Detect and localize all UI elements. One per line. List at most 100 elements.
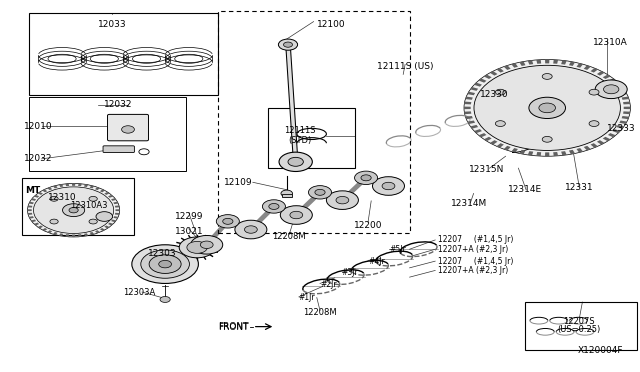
Circle shape: [96, 212, 113, 221]
Polygon shape: [47, 230, 52, 233]
Bar: [22, 178, 134, 235]
Polygon shape: [28, 205, 33, 208]
Polygon shape: [470, 125, 478, 129]
Polygon shape: [520, 61, 525, 66]
Polygon shape: [608, 78, 616, 83]
Polygon shape: [95, 230, 100, 233]
Polygon shape: [100, 228, 105, 231]
Text: 12010: 12010: [24, 122, 53, 131]
Polygon shape: [623, 102, 630, 105]
Text: 12314M: 12314M: [451, 199, 487, 208]
Polygon shape: [31, 198, 36, 201]
Circle shape: [89, 196, 97, 201]
Circle shape: [464, 60, 630, 156]
Polygon shape: [474, 129, 482, 133]
Circle shape: [595, 80, 627, 99]
Text: 12310A: 12310A: [593, 38, 627, 47]
Text: #2Jr: #2Jr: [320, 280, 337, 289]
Polygon shape: [497, 68, 504, 73]
Circle shape: [495, 89, 506, 95]
Polygon shape: [108, 222, 113, 225]
Polygon shape: [115, 209, 120, 211]
Polygon shape: [53, 232, 58, 235]
Circle shape: [160, 296, 170, 302]
Polygon shape: [470, 87, 478, 91]
Circle shape: [141, 250, 189, 278]
Bar: [29, 97, 186, 171]
Bar: [525, 302, 637, 350]
Polygon shape: [612, 129, 620, 133]
Circle shape: [474, 65, 620, 150]
Polygon shape: [42, 228, 47, 231]
Polygon shape: [47, 187, 52, 190]
Text: (US=0.25): (US=0.25): [557, 325, 601, 334]
Circle shape: [269, 203, 279, 209]
Circle shape: [262, 200, 285, 213]
Circle shape: [28, 183, 120, 237]
Bar: [282, 194, 292, 197]
Circle shape: [284, 42, 292, 47]
Polygon shape: [603, 137, 611, 141]
Text: 12207     (#1,4,5 Jr): 12207 (#1,4,5 Jr): [438, 257, 514, 266]
Polygon shape: [504, 146, 511, 150]
Text: MT: MT: [26, 186, 41, 195]
Circle shape: [539, 103, 556, 113]
Text: 12314E: 12314E: [508, 185, 542, 194]
Polygon shape: [577, 148, 583, 153]
Circle shape: [315, 189, 325, 195]
Text: 12207+A (#2,3 Jr): 12207+A (#2,3 Jr): [438, 245, 509, 254]
Polygon shape: [467, 121, 475, 124]
Circle shape: [179, 237, 215, 258]
Polygon shape: [29, 216, 34, 219]
Text: 12207     (#1,4,5 Jr): 12207 (#1,4,5 Jr): [438, 235, 514, 244]
FancyBboxPatch shape: [103, 146, 134, 153]
Polygon shape: [553, 152, 558, 156]
Text: 12303A: 12303A: [124, 288, 156, 296]
Text: 12299: 12299: [175, 212, 203, 221]
Polygon shape: [108, 195, 113, 198]
Polygon shape: [520, 150, 525, 154]
Text: 12032: 12032: [104, 100, 132, 109]
Text: 12207S: 12207S: [563, 317, 595, 326]
Circle shape: [281, 190, 292, 197]
Polygon shape: [90, 185, 94, 188]
Polygon shape: [464, 111, 471, 114]
Circle shape: [159, 260, 172, 268]
Circle shape: [122, 126, 134, 133]
Text: 12333: 12333: [607, 124, 635, 133]
Bar: [268, 108, 355, 168]
Polygon shape: [28, 213, 33, 215]
Polygon shape: [484, 75, 492, 79]
Text: X120004F: X120004F: [577, 346, 623, 355]
Circle shape: [149, 255, 181, 273]
Polygon shape: [623, 111, 630, 114]
Polygon shape: [584, 146, 591, 150]
Polygon shape: [536, 152, 541, 156]
Polygon shape: [104, 192, 109, 195]
Polygon shape: [59, 184, 63, 187]
Circle shape: [355, 171, 378, 185]
Polygon shape: [90, 232, 94, 235]
Polygon shape: [78, 183, 82, 186]
Circle shape: [336, 196, 349, 204]
Circle shape: [279, 152, 312, 171]
Polygon shape: [511, 63, 518, 68]
Circle shape: [542, 137, 552, 142]
Polygon shape: [65, 183, 69, 186]
Text: 12111S
(STD): 12111S (STD): [284, 126, 316, 145]
Circle shape: [187, 241, 207, 253]
Polygon shape: [34, 222, 39, 225]
Polygon shape: [72, 234, 76, 237]
Circle shape: [50, 196, 58, 201]
Text: FRONT: FRONT: [218, 322, 248, 331]
Polygon shape: [569, 61, 575, 66]
Polygon shape: [603, 75, 611, 79]
Text: 12310A3: 12310A3: [70, 201, 108, 210]
Polygon shape: [115, 205, 120, 208]
Circle shape: [223, 218, 233, 224]
Text: 12331: 12331: [565, 183, 593, 192]
Polygon shape: [34, 195, 39, 198]
Polygon shape: [528, 60, 533, 65]
Polygon shape: [504, 65, 511, 70]
Polygon shape: [545, 60, 549, 63]
